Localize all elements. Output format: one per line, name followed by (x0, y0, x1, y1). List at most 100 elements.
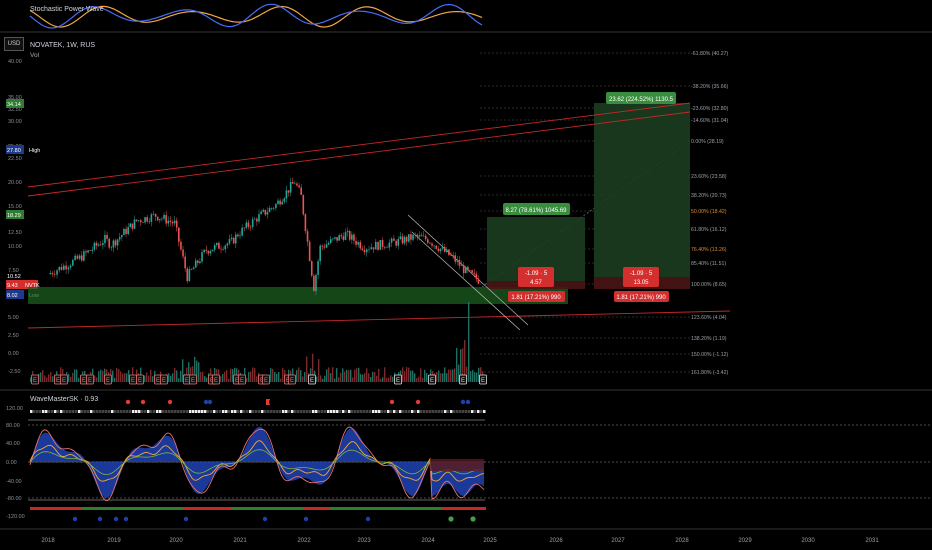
trade-box-1-stop-label-bg (518, 267, 554, 287)
volume-bar (344, 371, 346, 382)
osc-dot (291, 410, 294, 413)
osc-dot (93, 410, 96, 413)
osc-dot (198, 410, 201, 413)
candle-body (429, 242, 431, 244)
osc-dot (207, 410, 210, 413)
candle-body (163, 215, 165, 219)
candle-body (294, 183, 296, 185)
candle-body (344, 232, 347, 240)
volume-bar (102, 370, 104, 382)
candle-body (298, 185, 300, 188)
volume-bar (416, 378, 418, 382)
price-axis-label: 32.50 (8, 107, 22, 113)
candle-body (218, 242, 220, 249)
volume-bar (170, 375, 172, 382)
price-axis-label: 15.00 (8, 204, 22, 210)
volume-bar (100, 369, 102, 382)
volume-bar (384, 367, 386, 382)
volume-bar (70, 376, 72, 382)
earnings-marker (104, 374, 112, 385)
osc-dot (438, 410, 441, 413)
volume-bar (276, 373, 278, 382)
osc-trend-segment (153, 507, 156, 510)
osc-trend-segment (240, 507, 243, 510)
osc-trend-segment (243, 507, 246, 510)
osc-dot (111, 410, 114, 413)
currency-button[interactable]: USD (4, 37, 24, 51)
osc-trend-segment (123, 507, 126, 510)
earnings-marker-glyph: E (461, 378, 465, 384)
volume-bar (196, 360, 198, 382)
osc-dot (210, 410, 213, 413)
candle-body (205, 249, 208, 251)
osc-dot (384, 410, 387, 413)
candle-body (207, 250, 210, 254)
volume-bar (222, 373, 224, 382)
osc-dot (417, 410, 420, 413)
osc-dot (342, 410, 345, 413)
osc-trend-segment (168, 507, 171, 510)
osc-trend-segment (75, 507, 78, 510)
osc-axis-label: -80.00 (6, 496, 22, 502)
volume-bar (76, 369, 78, 382)
candle-body (129, 223, 132, 228)
osc-dot (57, 410, 60, 413)
osc-trend-bar (30, 507, 486, 510)
osc-trend-segment (102, 507, 105, 510)
fib-level-label: 23.60% (23.58) (691, 174, 727, 180)
candle-body (152, 213, 155, 215)
volume-bar (254, 368, 256, 382)
osc-trend-segment (390, 507, 393, 510)
candle-body (190, 269, 193, 270)
candle-body (106, 234, 108, 239)
candle-body (427, 239, 429, 243)
osc-dot (390, 410, 393, 413)
osc-dot (252, 410, 255, 413)
trade-box-1-stop-bottom: 4.57 (530, 280, 542, 286)
candle-body (72, 259, 74, 266)
volume-bar (118, 369, 120, 382)
earnings-marker-glyph: E (56, 378, 60, 384)
volume-bar (438, 370, 440, 382)
osc-trend-segment (420, 507, 423, 510)
volume-bar (152, 376, 154, 382)
osc-dot (225, 410, 228, 413)
earnings-marker-glyph: E (162, 378, 166, 384)
trade-box-2-target-label: 23.62 (224.52%) 1130.5 (609, 97, 674, 103)
volume-bar (452, 369, 454, 382)
fib-level-label: 61.80% (16.12) (691, 227, 727, 233)
osc-trend-segment (384, 507, 387, 510)
osc-dot (36, 410, 39, 413)
osc-trend-segment (357, 507, 360, 510)
candle-body (150, 214, 153, 222)
volume-bar (274, 371, 276, 382)
osc-trend-segment (183, 507, 186, 510)
osc-dot (30, 410, 33, 413)
osc-trend-segment (135, 507, 138, 510)
osc-dot (90, 410, 93, 413)
osc-trend-segment (117, 507, 120, 510)
osc-dot (159, 410, 162, 413)
price-tag-bg (6, 290, 24, 299)
osc-trend-segment (57, 507, 60, 510)
candle-body (78, 255, 81, 259)
osc-trend-segment (333, 507, 336, 510)
osc-trend-segment (90, 507, 93, 510)
osc-dot (330, 410, 333, 413)
osc-dot (204, 410, 207, 413)
osc-dot (444, 410, 447, 413)
earnings-marker-glyph: E (290, 378, 294, 384)
signal-dot (460, 399, 466, 405)
osc-trend-segment (456, 507, 459, 510)
osc-trend-segment (171, 507, 174, 510)
candle-body (216, 242, 218, 246)
osc-trend-segment (162, 507, 165, 510)
osc-dot (138, 410, 141, 413)
price-axis-label: -2.50 (8, 369, 21, 375)
fib-level-label: 161.80% (-3.42) (691, 370, 728, 376)
candle-body (89, 250, 91, 252)
volume-bar (458, 364, 460, 382)
osc-dot (285, 410, 288, 413)
candle-body (270, 208, 273, 209)
